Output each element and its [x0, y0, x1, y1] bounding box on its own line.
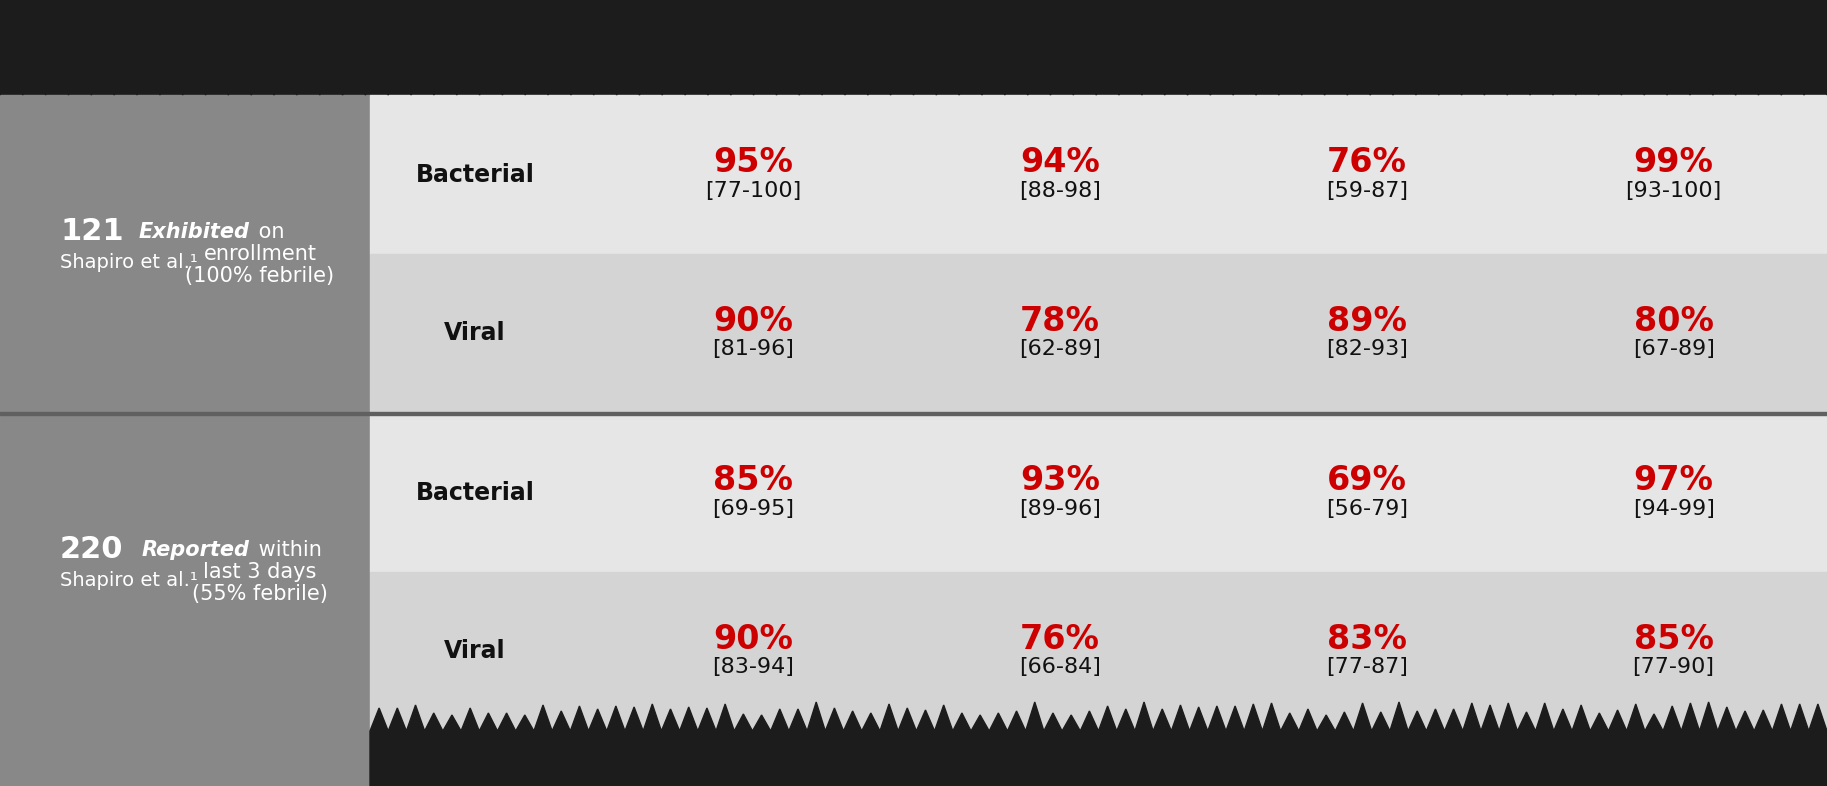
Text: Bacterial: Bacterial [415, 480, 535, 505]
Text: [69-95]: [69-95] [713, 498, 795, 519]
Text: [67-89]: [67-89] [1633, 340, 1714, 359]
Text: Reported: Reported [143, 540, 250, 560]
Bar [0, 95, 371, 786]
Text: 69%: 69% [1326, 464, 1407, 497]
Text: [66-84]: [66-84] [1019, 658, 1102, 678]
Text: Shapiro et al.¹: Shapiro et al.¹ [60, 571, 197, 590]
Text: Viral: Viral [444, 321, 506, 346]
Text: last 3 days: last 3 days [203, 562, 316, 582]
Bar [0, 0, 1827, 95]
Bar [371, 731, 1827, 786]
Text: [77-87]: [77-87] [1326, 658, 1409, 678]
Text: 76%: 76% [1326, 146, 1407, 179]
Text: (100% febrile): (100% febrile) [185, 266, 334, 286]
Text: 85%: 85% [1633, 623, 1714, 656]
Text: 95%: 95% [713, 146, 793, 179]
Text: 76%: 76% [1019, 623, 1100, 656]
Bar [371, 254, 1827, 413]
Text: [81-96]: [81-96] [713, 340, 795, 359]
Text: [83-94]: [83-94] [713, 658, 795, 678]
Text: 83%: 83% [1326, 623, 1407, 656]
Text: 89%: 89% [1326, 305, 1407, 338]
Text: 93%: 93% [1019, 464, 1100, 497]
Text: (55% febrile): (55% febrile) [192, 584, 327, 604]
Bar [0, 412, 1827, 414]
Text: 94%: 94% [1019, 146, 1100, 179]
Polygon shape [371, 702, 1827, 786]
Text: 85%: 85% [713, 464, 793, 497]
Text: on: on [252, 222, 285, 242]
Text: within: within [252, 540, 322, 560]
Text: 78%: 78% [1019, 305, 1100, 338]
Text: Bacterial: Bacterial [415, 163, 535, 186]
Text: [94-99]: [94-99] [1633, 498, 1714, 519]
Text: [77-100]: [77-100] [705, 181, 802, 200]
Text: [62-89]: [62-89] [1019, 340, 1102, 359]
Text: Exhibited: Exhibited [139, 222, 250, 242]
Text: 97%: 97% [1633, 464, 1714, 497]
Text: 90%: 90% [713, 623, 793, 656]
Text: [59-87]: [59-87] [1326, 181, 1409, 200]
Text: [88-98]: [88-98] [1019, 181, 1102, 200]
Text: 220: 220 [60, 535, 124, 564]
Text: [82-93]: [82-93] [1326, 340, 1409, 359]
Bar [371, 572, 1827, 731]
Bar [371, 413, 1827, 572]
Text: 99%: 99% [1633, 146, 1714, 179]
Text: [77-90]: [77-90] [1633, 658, 1714, 678]
Text: 90%: 90% [713, 305, 793, 338]
Text: enrollment: enrollment [203, 244, 316, 264]
Polygon shape [0, 0, 1827, 95]
Text: 121: 121 [60, 218, 124, 247]
Text: 80%: 80% [1633, 305, 1714, 338]
Text: [89-96]: [89-96] [1019, 498, 1102, 519]
Text: Shapiro et al.¹: Shapiro et al.¹ [60, 252, 197, 271]
Text: [56-79]: [56-79] [1326, 498, 1409, 519]
Text: [93-100]: [93-100] [1626, 181, 1721, 200]
Bar [371, 95, 1827, 254]
Text: Viral: Viral [444, 640, 506, 663]
